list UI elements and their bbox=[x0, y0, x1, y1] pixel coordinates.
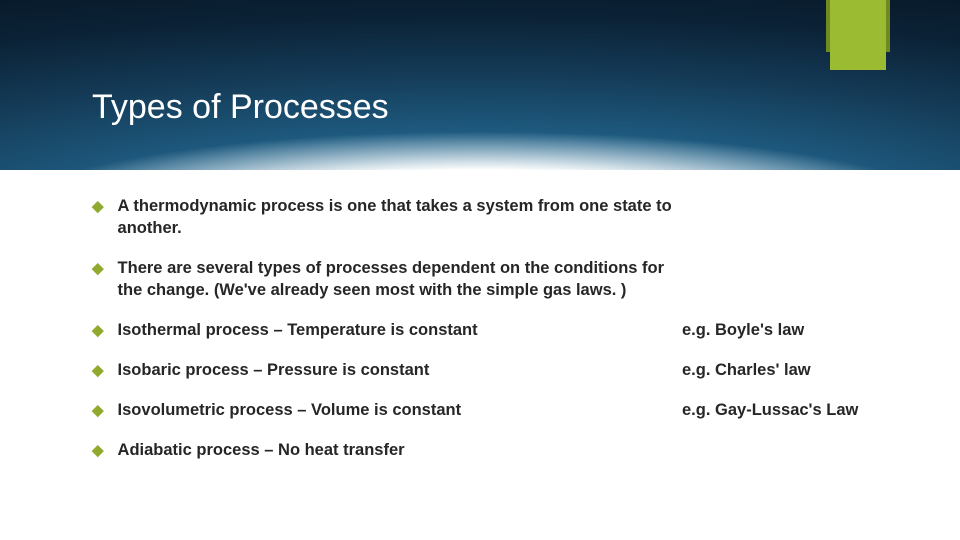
bullet-row: ◆ Isothermal process – Temperature is co… bbox=[92, 319, 892, 341]
bullet-icon: ◆ bbox=[92, 440, 104, 462]
bullet-icon: ◆ bbox=[92, 360, 104, 382]
bullet-text: A thermodynamic process is one that take… bbox=[118, 195, 682, 239]
bullet-icon: ◆ bbox=[92, 320, 104, 342]
bullet-icon: ◆ bbox=[92, 400, 104, 422]
bullet-text: Isobaric process – Pressure is constant bbox=[118, 359, 682, 381]
bullet-right: e.g. Boyle's law bbox=[682, 319, 892, 341]
bullet-icon: ◆ bbox=[92, 258, 104, 280]
bullet-row: ◆ Adiabatic process – No heat transfer bbox=[92, 439, 892, 461]
slide-title: Types of Processes bbox=[92, 88, 389, 127]
accent-shape-front bbox=[830, 0, 886, 70]
bullet-text: Isovolumetric process – Volume is consta… bbox=[118, 399, 682, 421]
slide-body: ◆ A thermodynamic process is one that ta… bbox=[92, 195, 892, 479]
slide-header: Types of Processes bbox=[0, 0, 960, 170]
bullet-row: ◆ Isovolumetric process – Volume is cons… bbox=[92, 399, 892, 421]
bullet-row: ◆ Isobaric process – Pressure is constan… bbox=[92, 359, 892, 381]
bullet-icon: ◆ bbox=[92, 196, 104, 218]
slide: Types of Processes ◆ A thermodynamic pro… bbox=[0, 0, 960, 540]
bullet-row: ◆ There are several types of processes d… bbox=[92, 257, 892, 301]
bullet-text: Adiabatic process – No heat transfer bbox=[118, 439, 682, 461]
bullet-text: Isothermal process – Temperature is cons… bbox=[118, 319, 682, 341]
bullet-right: e.g. Gay-Lussac's Law bbox=[682, 399, 892, 421]
bullet-right: e.g. Charles' law bbox=[682, 359, 892, 381]
bullet-row: ◆ A thermodynamic process is one that ta… bbox=[92, 195, 892, 239]
bullet-text: There are several types of processes dep… bbox=[118, 257, 682, 301]
